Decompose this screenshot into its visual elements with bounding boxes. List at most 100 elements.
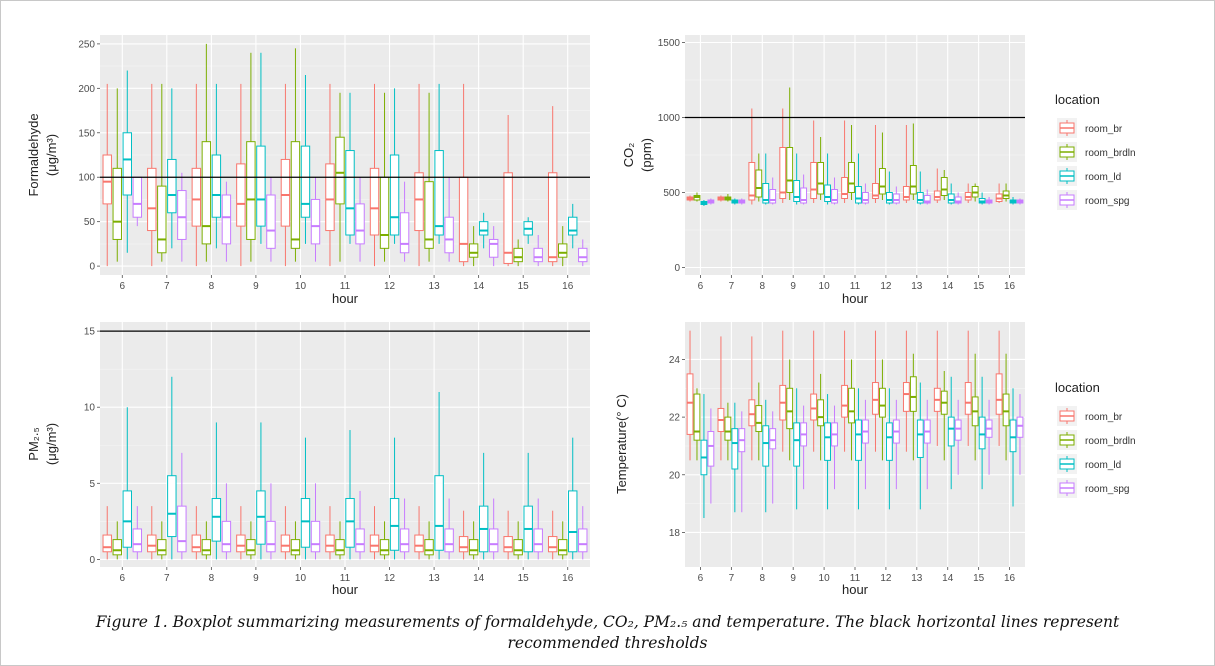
box-room_ld-hour-7 xyxy=(167,376,177,560)
x-tick-label: 14 xyxy=(942,573,954,584)
box-room_brdln-hour-7 xyxy=(724,402,732,461)
x-tick-label: 16 xyxy=(562,573,574,584)
box-room_brdln-hour-14 xyxy=(468,521,479,560)
box-body xyxy=(122,490,132,548)
box-room_spg-hour-13 xyxy=(923,399,931,490)
legend-label: room_br xyxy=(1085,412,1123,423)
box-body xyxy=(909,376,917,412)
box-body xyxy=(995,373,1003,415)
x-tick-label: 14 xyxy=(942,281,954,292)
box-body xyxy=(266,194,276,249)
box-body xyxy=(236,534,246,553)
box-body xyxy=(236,163,246,227)
box-room_spg-hour-14 xyxy=(488,498,499,560)
box-body xyxy=(468,539,479,556)
x-tick-label: 15 xyxy=(973,281,985,292)
box-body xyxy=(246,141,256,240)
box-room_spg-hour-11 xyxy=(355,177,365,262)
box-room_spg-hour-12 xyxy=(399,498,410,560)
box-room_br-hour-8 xyxy=(748,336,756,461)
box-room_spg-hour-10 xyxy=(310,177,321,262)
box-room_ld-hour-12 xyxy=(389,88,400,244)
box-room_br-hour-15 xyxy=(503,510,513,560)
box-body xyxy=(558,539,568,556)
box-room_spg-hour-9 xyxy=(800,174,808,205)
box-body xyxy=(558,243,568,258)
caption-line-2: recommended thresholds xyxy=(507,634,708,652)
box-room_brdln-hour-12 xyxy=(879,132,886,200)
box-body xyxy=(916,419,924,458)
box-body xyxy=(513,539,523,556)
box-room_br-hour-12 xyxy=(369,506,380,560)
box-room_br-hour-10 xyxy=(280,506,291,560)
box-room_ld-hour-16 xyxy=(1009,197,1017,205)
box-body xyxy=(755,169,763,198)
box-room_brdln-hour-9 xyxy=(246,521,256,560)
x-tick-label: 9 xyxy=(790,573,796,584)
box-room_ld-hour-7 xyxy=(731,402,739,513)
box-body xyxy=(399,528,410,553)
box-room_brdln-hour-14 xyxy=(940,170,948,200)
y-tick-label: 10 xyxy=(84,403,96,414)
box-room_br-hour-9 xyxy=(779,108,787,203)
box-body xyxy=(414,172,424,232)
box-body xyxy=(513,247,523,263)
box-body xyxy=(879,168,886,195)
box-room_spg-hour-10 xyxy=(310,483,321,560)
box-body xyxy=(132,528,143,553)
box-body xyxy=(414,534,424,553)
box-room_spg-hour-8 xyxy=(221,483,232,560)
box-body xyxy=(310,198,321,245)
x-tick-label: 15 xyxy=(973,573,985,584)
x-tick-label: 16 xyxy=(562,281,574,292)
box-body xyxy=(369,534,380,553)
box-room_spg-hour-16 xyxy=(1016,198,1024,205)
box-room_spg-hour-14 xyxy=(954,192,962,205)
x-tick-label: 9 xyxy=(253,281,259,292)
legend-item-room_ld: room_ld xyxy=(1057,454,1121,474)
box-body xyxy=(211,154,222,218)
pm25-boxplot: 0 5 10 15 6 7 8 9 10 11 12 13 14 15 16 hour PM₂.₅ (μg/m³) xyxy=(26,322,590,597)
box-body xyxy=(800,187,808,204)
box-room_spg-hour-11 xyxy=(862,183,869,205)
box-room_ld-hour-15 xyxy=(523,217,533,244)
box-room_br-hour-6 xyxy=(102,506,112,560)
box-room_ld-hour-7 xyxy=(167,88,177,249)
box-room_ld-hour-10 xyxy=(824,153,831,205)
x-tick-label: 14 xyxy=(473,573,485,584)
box-body xyxy=(147,534,157,553)
y-tick-label: 22 xyxy=(669,413,681,424)
box-body xyxy=(707,431,715,467)
box-room_br-hour-10 xyxy=(280,83,291,267)
box-room_br-hour-14 xyxy=(933,330,941,446)
box-room_br-hour-15 xyxy=(964,330,972,446)
box-room_spg-hour-12 xyxy=(399,181,410,262)
box-room_spg-hour-11 xyxy=(355,490,365,560)
box-body xyxy=(940,177,948,196)
legend-top: location room_br room_brdln room_ld room_spg xyxy=(1055,92,1136,210)
x-tick-label: 9 xyxy=(253,573,259,584)
box-room_spg-hour-7 xyxy=(177,452,187,560)
y-axis-title: Temperature(° C) xyxy=(614,394,629,494)
box-room_brdln-hour-10 xyxy=(290,521,301,560)
x-tick-label: 9 xyxy=(790,281,796,292)
box-room_br-hour-13 xyxy=(414,83,424,267)
y-tick-label: 24 xyxy=(669,355,681,366)
x-tick-label: 11 xyxy=(340,573,351,584)
box-room_brdln-hour-15 xyxy=(971,353,979,461)
x-tick-label: 12 xyxy=(384,281,396,292)
box-room_spg-hour-13 xyxy=(444,177,454,262)
legend-item-room_brdln: room_brdln xyxy=(1057,142,1136,162)
box-room_ld-hour-16 xyxy=(1009,388,1017,507)
y-tick-label: 500 xyxy=(663,188,680,199)
box-room_brdln-hour-13 xyxy=(424,521,434,560)
box-body xyxy=(831,189,838,204)
box-room_br-hour-11 xyxy=(841,330,848,452)
box-room_br-hour-7 xyxy=(147,83,157,267)
box-body xyxy=(879,387,886,418)
y-axis-title: Formaldehyde (μg/m³) xyxy=(26,113,59,196)
y-tick-label: 150 xyxy=(78,128,95,139)
box-body xyxy=(916,192,924,204)
box-body xyxy=(810,393,818,421)
y-tick-label: 250 xyxy=(78,39,95,50)
